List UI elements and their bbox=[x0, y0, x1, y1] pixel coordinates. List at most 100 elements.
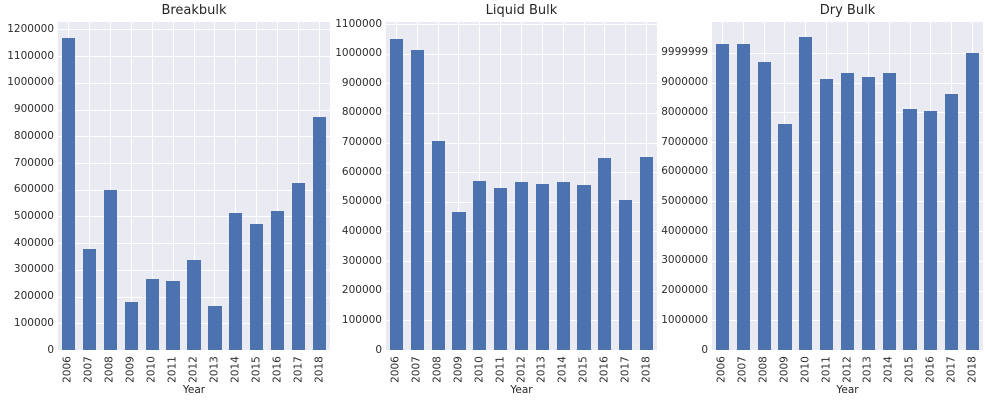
y-tick-label-dry-bulk: 9000000 bbox=[661, 76, 708, 89]
y-tick-label-breakbulk: 100000 bbox=[13, 316, 54, 329]
x-tick-label-breakbulk-2008: 2008 bbox=[103, 356, 116, 383]
y-tick-label-liquid-bulk: 700000 bbox=[341, 136, 382, 149]
bar-breakbulk-2016 bbox=[271, 211, 285, 350]
x-tick-label-liquid-bulk-2015: 2015 bbox=[577, 356, 590, 383]
x-tick-label-breakbulk-2011: 2011 bbox=[166, 356, 179, 383]
bar-liquid-bulk-2009 bbox=[452, 211, 466, 350]
vertical-gridline bbox=[109, 22, 111, 350]
y-tick-label-liquid-bulk: 100000 bbox=[341, 313, 382, 326]
y-tick-label-liquid-bulk: 400000 bbox=[341, 224, 382, 237]
x-tick-label-liquid-bulk-2006: 2006 bbox=[389, 356, 402, 383]
x-tick-label-dry-bulk-2006: 2006 bbox=[715, 356, 728, 383]
horizontal-gridline bbox=[58, 29, 330, 31]
y-tick-label-dry-bulk: 7000000 bbox=[661, 135, 708, 148]
y-tick-label-dry-bulk: 9999999 bbox=[661, 46, 708, 59]
plot-area-dry-bulk bbox=[712, 22, 983, 351]
plot-area-liquid-bulk bbox=[386, 22, 657, 351]
x-tick-label-liquid-bulk-2018: 2018 bbox=[640, 356, 653, 383]
y-tick-label-liquid-bulk: 300000 bbox=[341, 254, 382, 267]
y-tick-label-liquid-bulk: 600000 bbox=[341, 165, 382, 178]
x-tick-label-breakbulk-2012: 2012 bbox=[187, 356, 200, 383]
bar-dry-bulk-2010 bbox=[799, 37, 813, 350]
bar-breakbulk-2006 bbox=[61, 38, 76, 350]
x-tick-label-dry-bulk-2011: 2011 bbox=[820, 356, 833, 383]
horizontal-gridline bbox=[386, 53, 657, 55]
vertical-gridline bbox=[88, 22, 90, 350]
horizontal-gridline bbox=[58, 56, 330, 58]
y-tick-label-breakbulk: 300000 bbox=[13, 263, 54, 276]
x-tick-label-dry-bulk-2013: 2013 bbox=[861, 356, 874, 383]
y-tick-label-dry-bulk: 5000000 bbox=[661, 194, 708, 207]
bar-dry-bulk-2017 bbox=[945, 94, 959, 350]
x-tick-label-liquid-bulk-2008: 2008 bbox=[431, 356, 444, 383]
horizontal-gridline bbox=[58, 189, 330, 191]
vertical-gridline bbox=[151, 22, 153, 350]
vertical-gridline bbox=[625, 22, 627, 350]
x-tick-label-dry-bulk-2015: 2015 bbox=[903, 356, 916, 383]
horizontal-gridline bbox=[712, 350, 983, 351]
horizontal-gridline bbox=[386, 83, 657, 85]
horizontal-gridline bbox=[58, 243, 330, 245]
x-tick-label-breakbulk-2016: 2016 bbox=[271, 356, 284, 383]
bar-liquid-bulk-2008 bbox=[431, 141, 445, 350]
bar-breakbulk-2007 bbox=[82, 249, 96, 350]
chart-title-breakbulk: Breakbulk bbox=[161, 3, 227, 18]
x-tick-label-dry-bulk-2010: 2010 bbox=[799, 356, 812, 383]
y-tick-label-breakbulk: 800000 bbox=[13, 129, 54, 142]
x-tick-label-dry-bulk-2017: 2017 bbox=[945, 356, 958, 383]
bar-liquid-bulk-2012 bbox=[514, 182, 529, 350]
y-tick-label-liquid-bulk: 200000 bbox=[341, 284, 382, 297]
bar-liquid-bulk-2016 bbox=[598, 158, 612, 350]
x-tick-label-liquid-bulk-2011: 2011 bbox=[494, 356, 507, 383]
horizontal-gridline bbox=[58, 350, 330, 351]
vertical-gridline bbox=[458, 22, 460, 350]
vertical-gridline bbox=[277, 22, 279, 350]
bar-dry-bulk-2007 bbox=[736, 43, 750, 350]
bar-breakbulk-2009 bbox=[124, 302, 138, 350]
y-tick-label-dry-bulk: 6000000 bbox=[661, 165, 708, 178]
x-tick-label-breakbulk-2007: 2007 bbox=[82, 356, 95, 383]
x-tick-label-breakbulk-2010: 2010 bbox=[145, 356, 158, 383]
vertical-gridline bbox=[256, 22, 258, 350]
bar-liquid-bulk-2013 bbox=[535, 183, 549, 350]
y-tick-label-liquid-bulk: 800000 bbox=[341, 106, 382, 119]
y-tick-label-liquid-bulk: 900000 bbox=[341, 76, 382, 89]
x-tick-label-breakbulk-2006: 2006 bbox=[61, 356, 74, 383]
y-tick-label-dry-bulk: 4000000 bbox=[661, 224, 708, 237]
x-tick-label-liquid-bulk-2016: 2016 bbox=[598, 356, 611, 383]
x-tick-label-breakbulk-2018: 2018 bbox=[313, 356, 326, 383]
horizontal-gridline bbox=[386, 112, 657, 114]
y-tick-label-dry-bulk: 8000000 bbox=[661, 105, 708, 118]
y-tick-label-breakbulk: 900000 bbox=[13, 103, 54, 116]
horizontal-gridline bbox=[58, 109, 330, 111]
bar-liquid-bulk-2006 bbox=[389, 38, 403, 350]
bar-liquid-bulk-2007 bbox=[410, 49, 424, 350]
horizontal-gridline bbox=[58, 163, 330, 165]
y-tick-label-dry-bulk: 3000000 bbox=[661, 254, 708, 267]
x-tick-label-breakbulk-2014: 2014 bbox=[229, 356, 242, 383]
bar-dry-bulk-2009 bbox=[778, 123, 792, 350]
vertical-gridline bbox=[214, 22, 216, 350]
chart-title-liquid-bulk: Liquid Bulk bbox=[485, 3, 558, 18]
bar-liquid-bulk-2011 bbox=[494, 187, 508, 350]
x-tick-label-dry-bulk-2008: 2008 bbox=[757, 356, 770, 383]
bar-liquid-bulk-2014 bbox=[556, 182, 570, 350]
bar-dry-bulk-2012 bbox=[840, 73, 855, 350]
bar-liquid-bulk-2010 bbox=[473, 181, 487, 350]
bar-breakbulk-2008 bbox=[103, 190, 117, 350]
y-tick-label-liquid-bulk: 500000 bbox=[341, 195, 382, 208]
bar-breakbulk-2018 bbox=[312, 117, 327, 350]
y-tick-label-dry-bulk: 2000000 bbox=[661, 284, 708, 297]
bar-dry-bulk-2014 bbox=[882, 72, 896, 350]
x-axis-label-breakbulk: Year bbox=[182, 384, 206, 396]
y-tick-label-liquid-bulk: 0 bbox=[375, 343, 382, 356]
y-tick-label-liquid-bulk: 1100000 bbox=[335, 17, 382, 30]
y-tick-label-breakbulk: 400000 bbox=[13, 236, 54, 249]
bar-breakbulk-2013 bbox=[208, 305, 222, 350]
x-tick-label-breakbulk-2017: 2017 bbox=[292, 356, 305, 383]
bar-dry-bulk-2006 bbox=[715, 44, 729, 350]
y-tick-label-breakbulk: 1100000 bbox=[7, 49, 54, 62]
x-tick-label-liquid-bulk-2014: 2014 bbox=[556, 356, 569, 383]
x-tick-label-liquid-bulk-2017: 2017 bbox=[619, 356, 632, 383]
